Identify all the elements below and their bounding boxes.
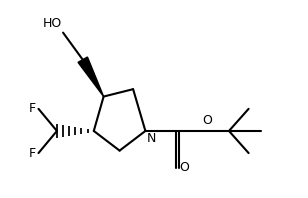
- Text: O: O: [179, 161, 189, 174]
- Text: HO: HO: [43, 17, 62, 30]
- Text: N: N: [147, 132, 156, 145]
- Polygon shape: [78, 57, 103, 97]
- Text: F: F: [29, 147, 36, 160]
- Text: O: O: [202, 113, 212, 127]
- Text: F: F: [29, 102, 36, 115]
